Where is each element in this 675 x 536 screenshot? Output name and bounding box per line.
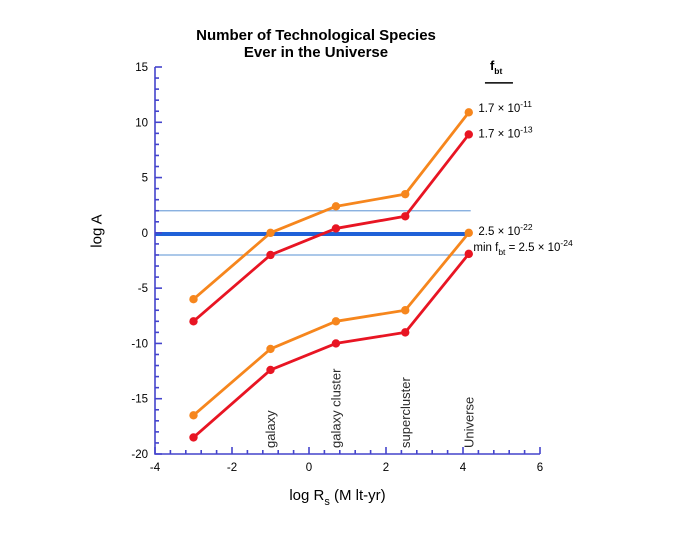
- annotation-segment: 1.7 × 10: [478, 128, 520, 140]
- annotation-segment: 1.7 × 10: [478, 103, 520, 115]
- data-point-series-1: [331, 224, 341, 233]
- data-point-series-2: [331, 317, 341, 326]
- data-point-series-2: [401, 306, 410, 315]
- annotation-legend-header-fbt: fbt: [490, 58, 503, 76]
- x-axis-title-units: (M lt-yr): [329, 487, 386, 504]
- y-axis-title: log A: [88, 214, 106, 248]
- data-point-series-3: [331, 339, 341, 348]
- x-axis-title: log Rs (M lt-yr): [0, 487, 675, 508]
- data-point-series-1: [464, 130, 473, 139]
- x-tick-label--2: -2: [227, 462, 237, 474]
- annotation-segment: -13: [520, 124, 533, 134]
- x-tick-label--4: -4: [150, 462, 161, 474]
- chart-title-line1: Number of Technological Species: [196, 27, 436, 44]
- data-point-series-0: [464, 108, 473, 117]
- y-tick-label-5: 5: [142, 173, 148, 185]
- data-point-series-2: [464, 228, 473, 238]
- annotation-label-1p7e-13: 1.7 × 10-13: [478, 124, 532, 140]
- y-tick-label--20: -20: [131, 449, 148, 461]
- data-point-series-0: [189, 295, 198, 304]
- chart-title: Number of Technological Species Ever in …: [156, 27, 476, 62]
- annotation-segment: -24: [560, 238, 573, 248]
- y-tick-label-15: 15: [135, 62, 148, 74]
- category-label-supercluster: supercluster: [398, 377, 413, 448]
- data-point-series-3: [266, 365, 275, 375]
- chart-title-line2: Ever in the Universe: [243, 44, 389, 62]
- series-line-0: [192, 110, 471, 301]
- x-axis-title-main: log R: [289, 487, 325, 504]
- axis-frame: [154, 67, 540, 455]
- annotation-label-min-fbt: min fbt = 2.5 × 10-24: [473, 238, 573, 257]
- annotation-segment: bt: [494, 66, 502, 76]
- data-point-series-2: [266, 344, 275, 354]
- data-point-series-2: [189, 411, 198, 420]
- data-point-series-1: [401, 212, 410, 221]
- category-label-galaxy-cluster: galaxy cluster: [328, 368, 343, 448]
- data-point-series-1: [266, 250, 275, 260]
- annotation-segment: bt: [498, 247, 506, 257]
- x-tick-label-4: 4: [460, 462, 467, 474]
- y-tick-label--10: -10: [131, 338, 148, 350]
- y-tick-label-10: 10: [135, 117, 148, 129]
- x-axis-title-subscript: s: [324, 496, 330, 508]
- category-label-galaxy: galaxy: [263, 410, 278, 448]
- annotation-segment: = 2.5 × 10: [505, 242, 560, 254]
- data-point-series-0: [331, 202, 341, 211]
- x-tick-label-0: 0: [306, 462, 312, 474]
- annotation-segment: -22: [520, 222, 533, 232]
- data-point-series-1: [189, 317, 198, 326]
- data-point-series-3: [401, 328, 410, 337]
- annotation-segment: 2.5 × 10: [478, 226, 520, 238]
- annotation-segment: min f: [473, 242, 499, 254]
- annotation-label-2p5e-22: 2.5 × 10-22: [478, 222, 532, 238]
- axes: [154, 66, 541, 455]
- y-tick-label--15: -15: [131, 394, 148, 406]
- data-point-series-0: [266, 228, 275, 238]
- annotation-segment: -11: [520, 99, 532, 109]
- series-line-1: [192, 133, 471, 323]
- annotation-segment: f: [490, 58, 495, 73]
- y-tick-label--5: -5: [138, 283, 148, 295]
- annotation-label-1p7e-11: 1.7 × 10-11: [478, 99, 532, 115]
- category-label-Universe: Universe: [461, 397, 476, 448]
- y-tick-label-0: 0: [142, 228, 148, 240]
- data-point-series-3: [189, 433, 198, 442]
- x-tick-label-6: 6: [537, 462, 543, 474]
- data-point-series-3: [464, 249, 473, 259]
- x-tick-label-2: 2: [383, 462, 389, 474]
- data-point-series-0: [401, 189, 410, 199]
